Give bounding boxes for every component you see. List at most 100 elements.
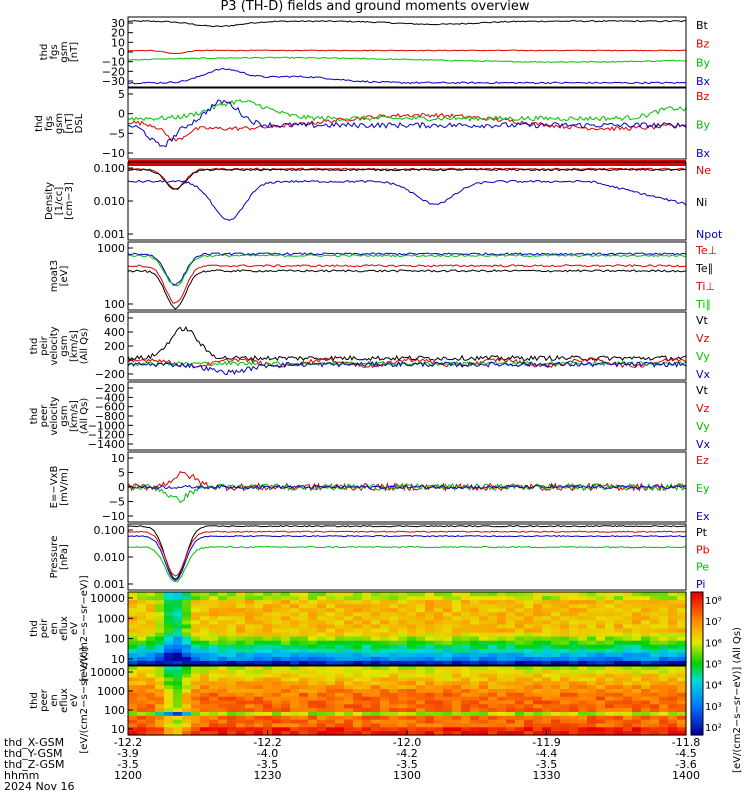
y-tick-label: −20 [102,65,125,78]
series-bz [127,49,687,54]
y-axis-label: thd [39,44,50,61]
legend-entry: Bx [696,75,711,88]
mode-bar [128,160,686,166]
y-axis-label: thd [34,115,45,132]
y-tick-label: −1200 [88,429,125,442]
y-axis-label: peer [39,688,50,712]
legend-entry: Bx [696,147,711,160]
y-axis-label: [mV/m] [59,468,70,506]
legend-entry: Vt [696,314,709,327]
colorbar-tick: 10⁶ [705,638,722,649]
y-axis-label: [cm−3] [64,182,75,220]
ephemeris-value: -12.0 [393,736,421,749]
spectrogram-ion [128,592,687,666]
y-tick-label: −10 [102,510,125,523]
y-tick-label: 20 [111,27,125,40]
y-axis-label: [1/cc] [54,187,65,216]
legend-entry: Vy [696,420,710,433]
colorbar-tick: 10⁸ [705,596,722,607]
y-axis-label: peer [39,404,50,428]
ephemeris-value: -4.2 [396,747,417,760]
y-axis-label: [nT] [64,113,75,133]
ephemeris-value: -4.0 [257,747,278,760]
y-axis-label: eV [69,622,80,635]
legend-entry: Bz [696,38,710,51]
y-axis-label: [km/s] [69,330,80,362]
y-tick-label: 200 [104,340,125,353]
legend-entry: Bz [696,90,710,103]
ephemeris-value: -3.5 [117,758,138,771]
legend-entry: By [696,56,711,69]
y-tick-label: −200 [95,368,125,381]
y-tick-label: −1400 [88,438,125,451]
ephemeris-row-label: thd_X-GSM [4,736,64,749]
y-axis-label: (All Qs) [79,328,90,365]
legend-entry: Vt [696,384,709,397]
ephemeris-value: -3.5 [536,758,557,771]
series-vz [127,357,687,369]
y-axis-label: gsm [59,405,70,426]
series-bx2 [127,99,687,148]
date-label: 2024 Nov 16 [4,780,74,793]
series-ti-perp [127,264,687,304]
legend-entry: Ez [696,454,709,467]
colorbar-tick: 10² [705,723,722,734]
ephemeris-row-label: thd_Z-GSM [4,758,64,771]
y-tick-label: 10 [111,452,125,465]
y-tick-label: 10 [111,723,125,736]
y-tick-label: −10 [102,147,125,160]
series-pe [127,545,686,583]
y-tick-label: −200 [95,382,125,395]
y-axis-label: DSL [74,113,85,133]
y-axis-label: [eV/(cm2−s−sr−eV)] [79,575,90,681]
y-tick-label: 0.001 [94,578,126,591]
panel-frame [127,241,687,311]
y-axis-label: velocity [49,326,60,365]
legend-entry: Vz [696,332,710,345]
ephemeris-value: -4.5 [675,747,696,760]
ephemeris-value: -3.5 [257,758,278,771]
legend-entry: Ne [696,164,711,177]
y-axis-label: moat3 [49,260,60,292]
ephemeris-row-label: thd_Y-GSM [4,747,63,760]
plot-title: P3 (TH-D) fields and ground moments over… [220,0,530,14]
y-tick-label: 5 [118,88,125,101]
y-tick-label: 400 [104,326,125,339]
colorbar-label: [eV/(cm2−s−sr−eV)] (All Qs) [732,627,743,773]
series-bx [127,67,687,85]
y-axis-label: thd [29,338,40,355]
y-tick-label: 10000 [90,666,125,679]
y-tick-label: 0 [118,354,125,367]
series-by [127,56,687,63]
legend-entry: Vx [696,438,711,451]
y-tick-label: 100 [104,298,125,311]
legend-entry: Vy [696,350,710,363]
legend-entry: Pe [696,561,709,574]
ephemeris-value: -11.8 [672,736,700,749]
panel-frame [127,381,687,451]
y-axis-label: Density [44,182,55,220]
y-tick-label: −5 [109,127,125,140]
y-axis-label: peir [39,618,50,638]
y-axis-label: Pressure [49,536,60,579]
y-tick-label: 10000 [90,592,125,605]
y-tick-label: 0 [118,46,125,59]
ephemeris-value: 1300 [393,769,421,782]
legend-entry: Ex [696,510,710,523]
legend-entry: Npot [696,228,723,241]
series-pt [127,525,687,580]
ephemeris-value: -3.9 [117,747,138,760]
y-tick-label: −1000 [88,419,125,432]
ephemeris-value: 1400 [672,769,700,782]
legend-entry: Ti⊥ [695,280,715,293]
colorbar-tick: 10⁴ [705,681,722,692]
colorbar-tick: 10⁵ [705,660,722,671]
y-tick-label: 600 [104,312,125,325]
y-axis-label: [km/s] [69,400,80,432]
series-te-par [127,269,687,310]
y-tick-label: 0.001 [94,228,126,241]
panel-frame [127,16,687,88]
ephemeris-value: -3.5 [396,758,417,771]
y-axis-label: gsm [59,41,70,62]
